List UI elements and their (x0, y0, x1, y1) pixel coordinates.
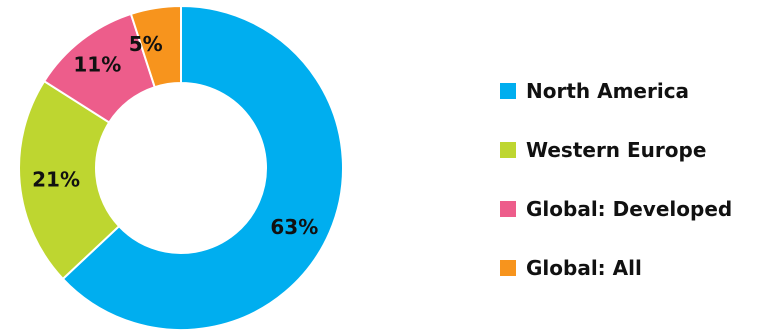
slice-western-europe (18, 79, 121, 281)
legend-swatch-western-europe (500, 142, 516, 158)
legend-label-western-europe: Western Europe (526, 138, 707, 162)
legend-swatch-north-america (500, 83, 516, 99)
legend-item-western-europe: Western Europe (500, 135, 781, 165)
legend-item-north-america: North America (500, 76, 781, 106)
legend-item-global-developed: Global: Developed (500, 194, 781, 224)
legend-swatch-global-developed (500, 201, 516, 217)
slice-label-global-all: 5% (129, 32, 163, 56)
legend: North America Western Europe Global: Dev… (500, 76, 781, 312)
legend-label-north-america: North America (526, 79, 690, 103)
legend-item-global-all: Global: All (500, 253, 781, 283)
slice-global-all (129, 4, 182, 89)
slice-north-america (61, 4, 344, 331)
slice-label-western-europe: 21% (32, 168, 80, 192)
slice-label-global-developed: 11% (73, 52, 121, 76)
legend-label-global-all: Global: All (526, 256, 642, 280)
legend-label-global-developed: Global: Developed (526, 197, 733, 221)
legend-swatch-global-all (500, 260, 516, 276)
slice-label-north-america: 63% (270, 215, 318, 239)
